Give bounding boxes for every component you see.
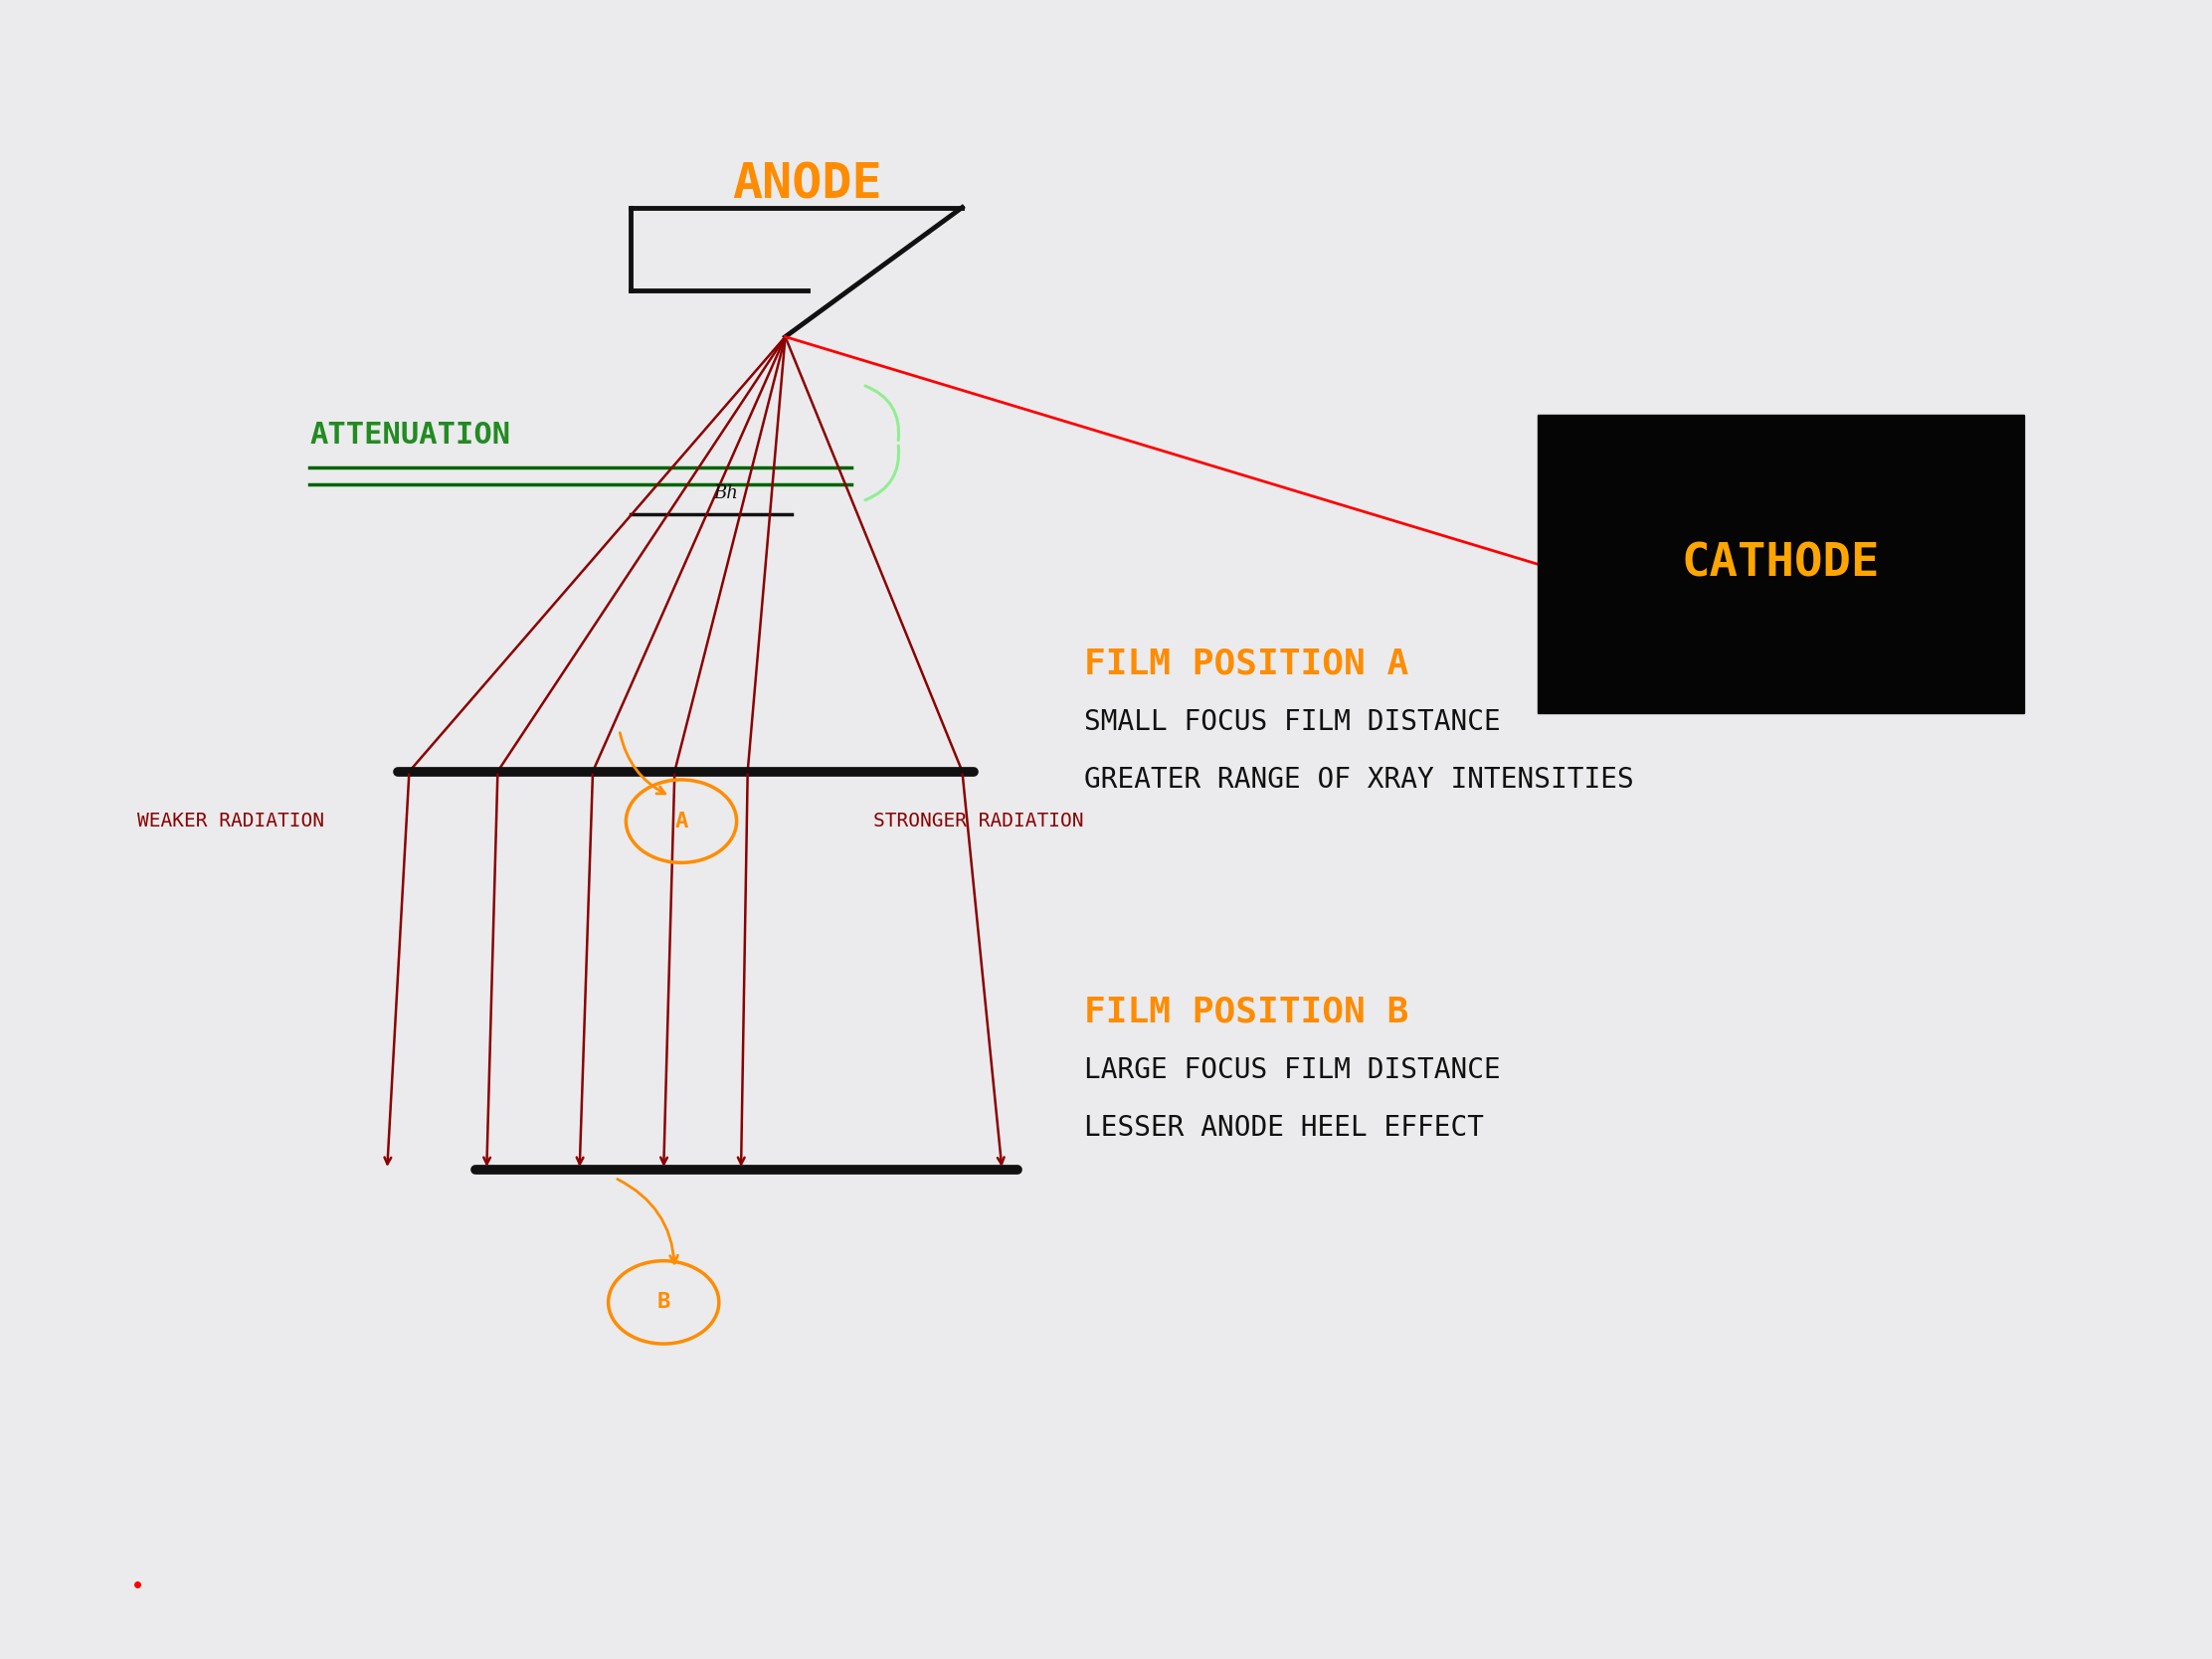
Text: STRONGER RADIATION: STRONGER RADIATION	[874, 811, 1084, 831]
Text: A: A	[675, 811, 688, 831]
Text: LARGE FOCUS FILM DISTANCE: LARGE FOCUS FILM DISTANCE	[1084, 1057, 1500, 1083]
Text: FILM POSITION B: FILM POSITION B	[1084, 995, 1409, 1029]
Text: WEAKER RADIATION: WEAKER RADIATION	[137, 811, 325, 831]
Text: B: B	[657, 1292, 670, 1312]
Text: ATTENUATION: ATTENUATION	[310, 420, 511, 450]
Text: SMALL FOCUS FILM DISTANCE: SMALL FOCUS FILM DISTANCE	[1084, 708, 1500, 735]
Text: LESSER ANODE HEEL EFFECT: LESSER ANODE HEEL EFFECT	[1084, 1115, 1484, 1141]
FancyBboxPatch shape	[1537, 415, 2024, 713]
Text: GREATER RANGE OF XRAY INTENSITIES: GREATER RANGE OF XRAY INTENSITIES	[1084, 766, 1635, 793]
Text: FILM POSITION A: FILM POSITION A	[1084, 647, 1409, 680]
Text: Bh: Bh	[712, 484, 739, 503]
Text: ANODE: ANODE	[732, 161, 883, 207]
Text: CATHODE: CATHODE	[1681, 542, 1880, 586]
